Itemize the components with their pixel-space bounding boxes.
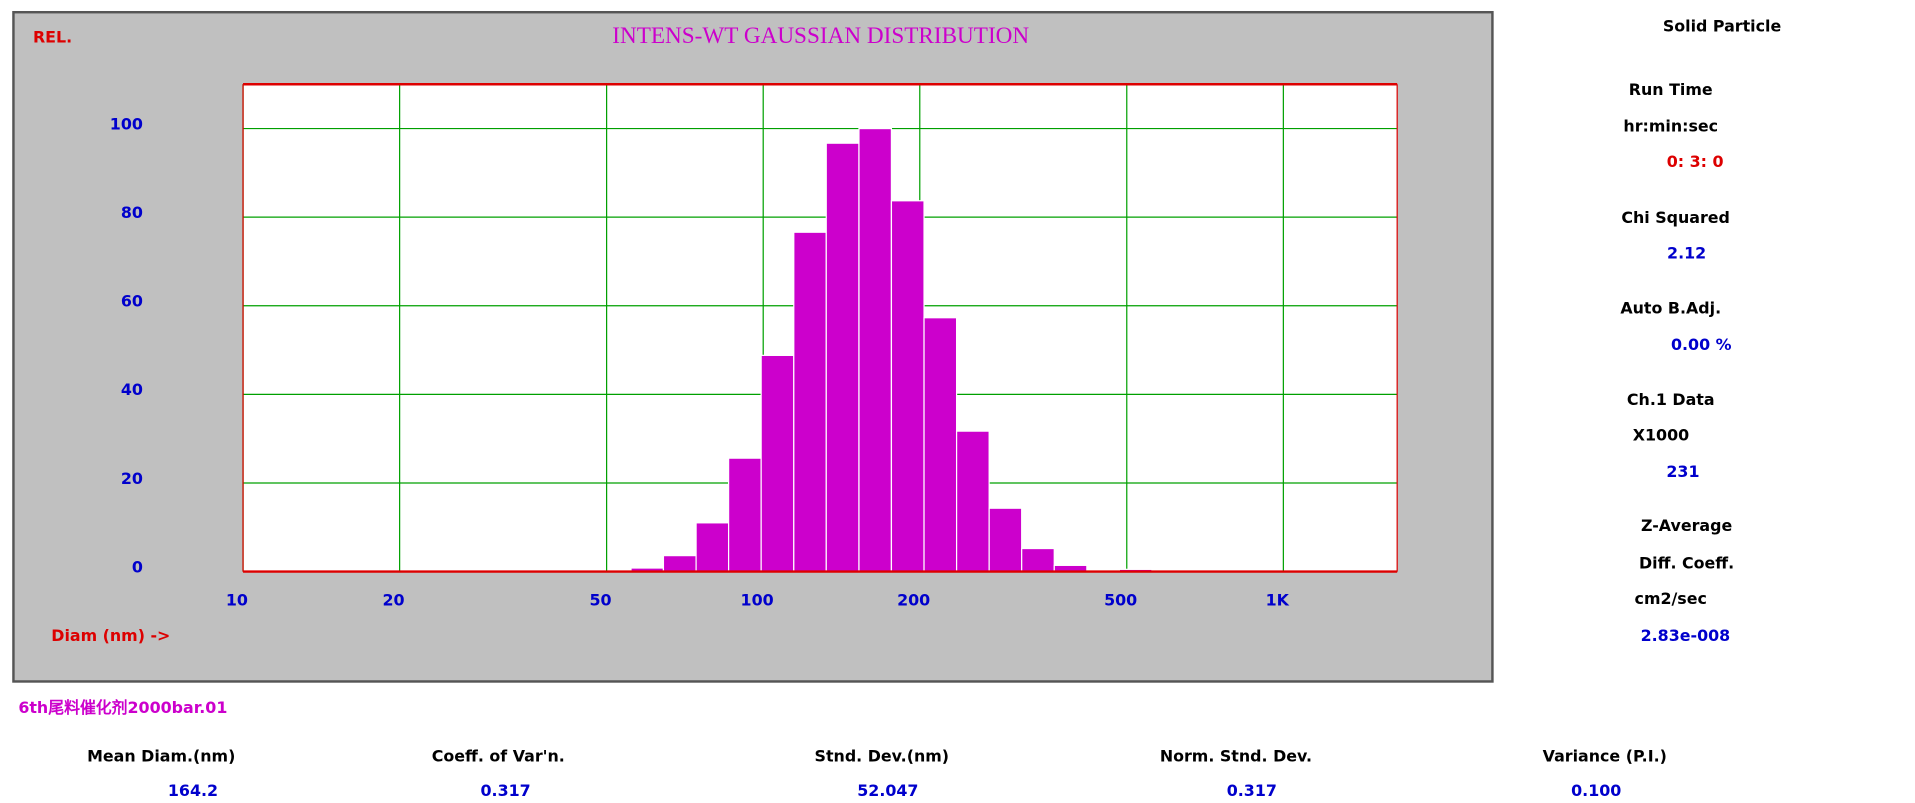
side-panel-text: Chi Squared bbox=[1621, 208, 1730, 227]
side-panel-text: X1000 bbox=[1633, 426, 1689, 445]
x-tick-label: 20 bbox=[382, 590, 404, 609]
bar bbox=[793, 231, 827, 573]
side-panel-text: Ch.1 Data bbox=[1627, 390, 1715, 409]
bar bbox=[727, 457, 762, 573]
stat-label: Stnd. Dev.(nm) bbox=[815, 747, 950, 766]
bar bbox=[890, 200, 925, 573]
stat-label: Coeff. of Var'n. bbox=[432, 747, 565, 766]
y-tick-label: 40 bbox=[121, 380, 143, 399]
y-tick-label: 0 bbox=[132, 557, 143, 576]
stat-value: 0.317 bbox=[1227, 781, 1277, 800]
side-panel-text: 231 bbox=[1666, 462, 1699, 481]
bar bbox=[988, 507, 1023, 573]
stat-label: Variance (P.I.) bbox=[1543, 747, 1667, 766]
x-tick-label: 1K bbox=[1266, 590, 1290, 609]
x-axis-label: Diam (nm) -> bbox=[51, 626, 170, 645]
stat-label: Mean Diam.(nm) bbox=[87, 747, 235, 766]
bar bbox=[923, 317, 958, 573]
side-panel-text: Diff. Coeff. bbox=[1639, 554, 1734, 573]
x-tick-label: 500 bbox=[1104, 590, 1137, 609]
stats-row: Mean Diam.(nm) 164.2 Coeff. of Var'n. 0.317… bbox=[87, 747, 1667, 800]
bar bbox=[662, 555, 697, 573]
y-tick-label: 20 bbox=[121, 469, 143, 488]
y-axis-label: REL. bbox=[33, 27, 72, 46]
side-panel-text: 2.83e-008 bbox=[1641, 626, 1731, 645]
bar bbox=[1021, 547, 1055, 573]
side-panel-text: 2.12 bbox=[1667, 244, 1706, 263]
stat-label: Norm. Stnd. Dev. bbox=[1160, 747, 1312, 766]
bars bbox=[630, 127, 1153, 573]
side-panel-text: 0: 3: 0 bbox=[1667, 152, 1724, 171]
side-panel-text: cm2/sec bbox=[1635, 589, 1707, 608]
sample-name: 6th尾料催化剂2000bar.01 bbox=[18, 698, 227, 717]
stat-value: 52.047 bbox=[857, 781, 918, 800]
side-panel-text: Run Time bbox=[1629, 80, 1713, 99]
side-panel: Solid Particle Run Time hr:min:sec 0: 3: 0 C… bbox=[1620, 16, 1781, 644]
y-tick-label: 60 bbox=[121, 292, 143, 311]
stat-value: 164.2 bbox=[168, 781, 218, 800]
bar bbox=[825, 142, 860, 573]
x-tick-label: 100 bbox=[741, 590, 774, 609]
stat-value: 0.100 bbox=[1571, 781, 1621, 800]
x-tick-label: 50 bbox=[589, 590, 611, 609]
x-tick-label: 200 bbox=[897, 590, 930, 609]
side-panel-text: Auto B.Adj. bbox=[1620, 298, 1721, 317]
x-tick-label: 10 bbox=[226, 590, 248, 609]
y-tick-label: 80 bbox=[121, 203, 143, 222]
bar bbox=[858, 127, 893, 573]
bar bbox=[760, 354, 795, 573]
chart-title: INTENS-WT GAUSSIAN DISTRIBUTION bbox=[612, 23, 1029, 49]
bar bbox=[695, 522, 730, 573]
y-tick-label: 100 bbox=[110, 114, 143, 133]
side-panel-text: Z-Average bbox=[1641, 516, 1732, 535]
side-panel-text: hr:min:sec bbox=[1623, 117, 1718, 136]
bar bbox=[955, 430, 990, 573]
side-panel-text: 0.00 % bbox=[1671, 335, 1732, 354]
stat-value: 0.317 bbox=[481, 781, 531, 800]
side-panel-text: Solid Particle bbox=[1663, 16, 1781, 35]
